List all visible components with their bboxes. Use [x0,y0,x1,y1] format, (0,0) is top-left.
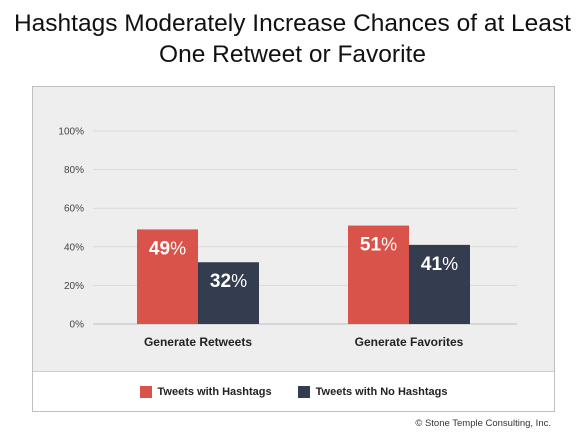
x-category-label: Generate Favorites [355,335,464,349]
y-tick-label: 100% [58,127,84,138]
bar-with-hashtags [348,225,409,324]
legend-item-with-hashtags: Tweets with Hashtags [139,385,272,398]
bar-chart: 0% 20% 40% 60% 80% 100% 49% 32% Generate Retweet… [58,127,517,349]
legend-label-no-hashtags: Tweets with No Hashtags [315,385,448,398]
y-tick-label: 40% [64,242,84,253]
bar-data-label: 32% [210,271,247,292]
chart-frame: 0% 20% 40% 60% 80% 100% 49% 32% Generate Retweet… [32,86,555,412]
bar-no-hashtags [409,244,470,324]
bar-no-hashtags [198,262,259,324]
legend-swatch-no-hashtags [297,385,310,398]
copyright-credit: © Stone Temple Consulting, Inc. [415,418,551,429]
bar-with-hashtags [137,229,198,324]
title-line-1: Hashtags Moderately Increase Chances of … [13,10,571,37]
bar-data-label: 51% [360,235,397,256]
chart-title: Hashtags Moderately Increase Chances of … [0,8,585,70]
y-tick-label: 80% [64,165,84,176]
x-category-label: Generate Retweets [144,335,252,349]
bar-data-label: 49% [149,238,186,259]
y-tick-label: 0% [70,320,85,331]
legend-swatch-with-hashtags [139,385,152,398]
title-line-2: One Retweet or Favorite [159,41,426,68]
y-tick-label: 60% [64,204,84,215]
legend-item-no-hashtags: Tweets with No Hashtags [297,385,448,398]
bar-data-label: 41% [421,254,458,275]
legend-label-with-hashtags: Tweets with Hashtags [157,385,272,398]
y-tick-label: 20% [64,281,84,292]
legend: Tweets with Hashtags Tweets with No Hash… [33,372,554,411]
